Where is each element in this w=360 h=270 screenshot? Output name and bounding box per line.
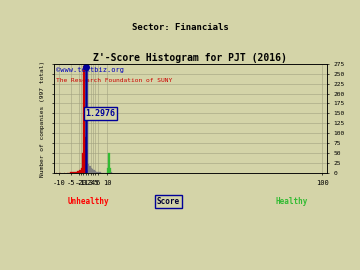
Bar bbox=[82, 153, 84, 173]
Bar bbox=[92, 169, 93, 173]
Text: ©www.textbiz.org: ©www.textbiz.org bbox=[56, 67, 124, 73]
Bar bbox=[95, 171, 96, 173]
Bar bbox=[78, 170, 80, 173]
Bar bbox=[75, 172, 76, 173]
Text: Healthy: Healthy bbox=[275, 197, 308, 206]
Bar bbox=[84, 66, 85, 173]
Bar bbox=[85, 137, 86, 173]
Bar bbox=[108, 153, 109, 173]
Text: The Research Foundation of SUNY: The Research Foundation of SUNY bbox=[56, 78, 172, 83]
Bar bbox=[76, 172, 77, 173]
Text: Unhealthy: Unhealthy bbox=[67, 197, 109, 206]
Text: Score: Score bbox=[157, 197, 180, 206]
Bar bbox=[88, 164, 89, 173]
Bar bbox=[80, 170, 81, 173]
Bar bbox=[77, 171, 78, 173]
Bar bbox=[89, 166, 90, 173]
Bar bbox=[86, 149, 87, 173]
Y-axis label: Number of companies (997 total): Number of companies (997 total) bbox=[40, 60, 45, 177]
Bar bbox=[74, 172, 75, 173]
Bar bbox=[98, 172, 99, 173]
Bar bbox=[81, 168, 82, 173]
Title: Z'-Score Histogram for PJT (2016): Z'-Score Histogram for PJT (2016) bbox=[93, 53, 287, 63]
Bar bbox=[96, 172, 98, 173]
Text: 1.2976: 1.2976 bbox=[85, 109, 116, 118]
Text: Sector: Financials: Sector: Financials bbox=[132, 23, 228, 32]
Bar bbox=[109, 168, 111, 173]
Bar bbox=[90, 168, 92, 173]
Bar bbox=[107, 168, 108, 173]
Bar bbox=[93, 170, 94, 173]
Bar bbox=[87, 170, 88, 173]
Bar bbox=[94, 170, 95, 173]
